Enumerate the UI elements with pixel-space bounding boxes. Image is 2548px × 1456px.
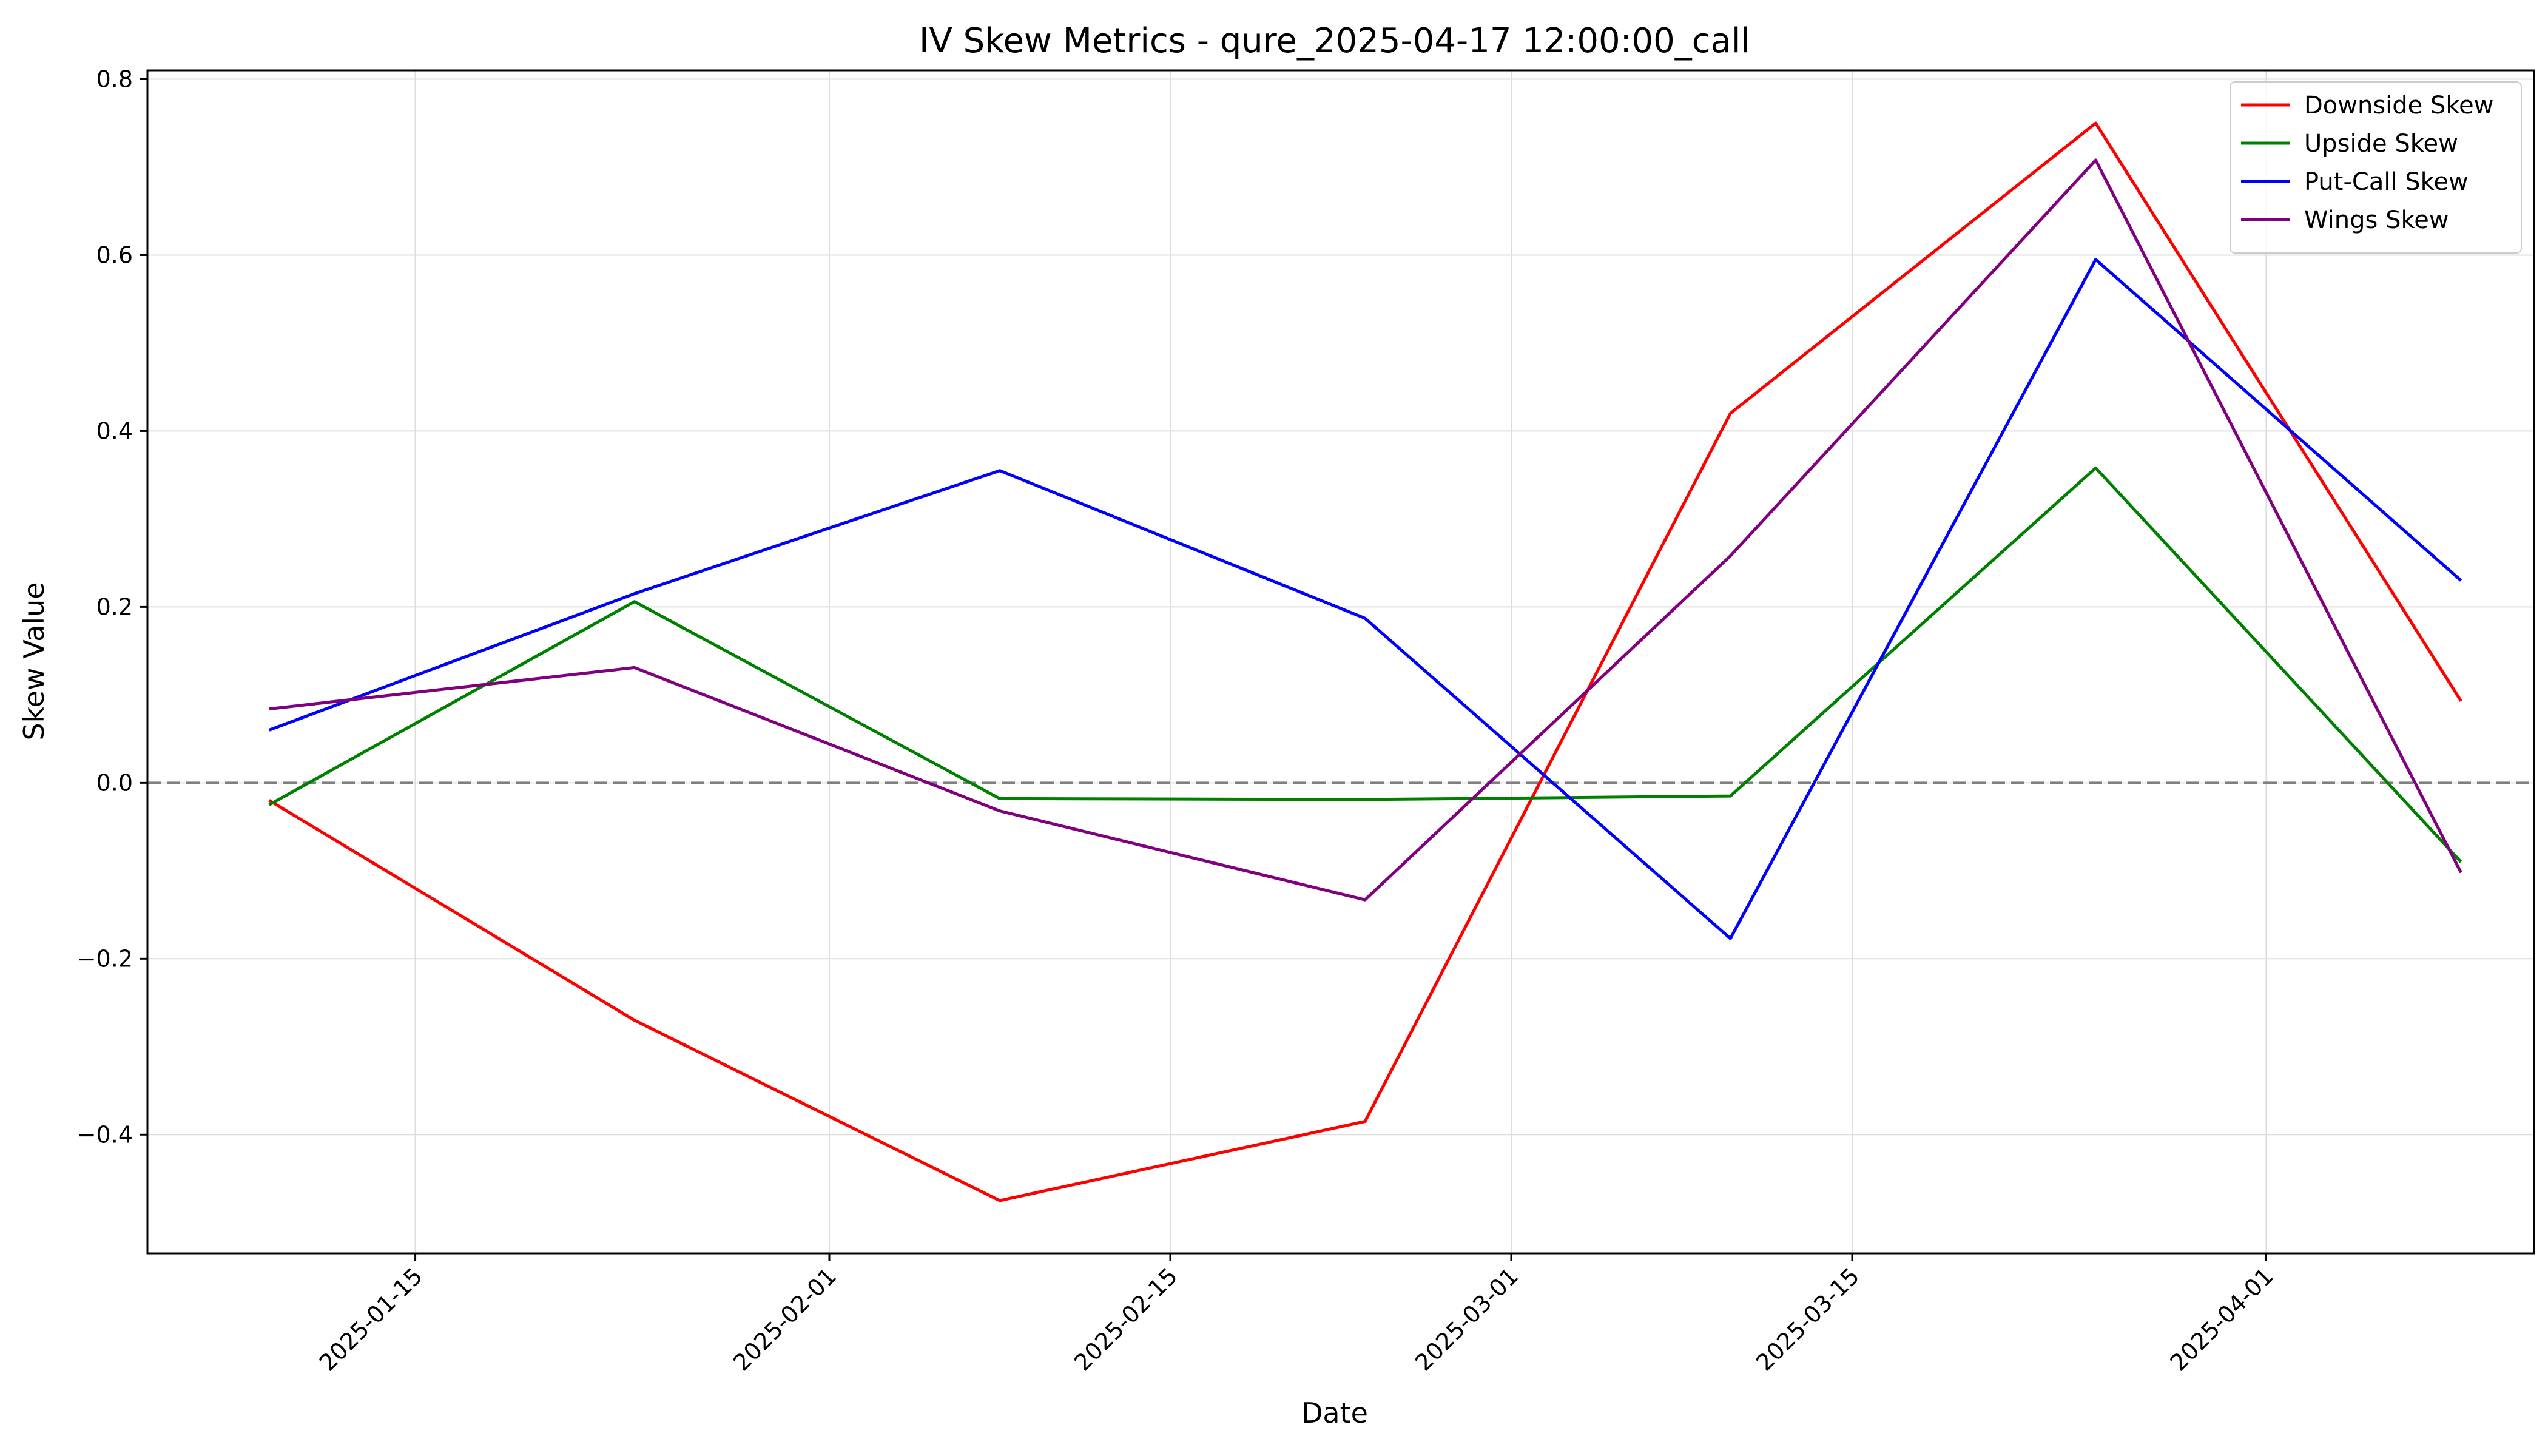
upside-skew-line [268,466,2462,863]
y-axis-label: Skew Value [18,582,50,740]
y-tick-label: −0.4 [77,1121,133,1148]
chart-title: IV Skew Metrics - qure_2025-04-17 12:00:… [919,21,1750,61]
plot-area-frame [146,69,2535,1255]
y-tick-label: 0.6 [96,241,133,268]
x-axis-label: Date [1301,1397,1368,1429]
y-tick-label: 0.2 [96,593,133,620]
downside-skew-line [268,121,2462,1202]
legend: Downside Skew Upside Skew Put-Call Skew Win… [2230,81,2522,254]
legend-entry-label: Upside Skew [2304,130,2458,158]
y-tick-label: −0.2 [77,945,133,972]
wings-skew-line [269,158,2462,902]
legend-entry-label: Downside Skew [2304,92,2493,120]
put-call-skew-line [268,258,2462,940]
legend-entry-label: Wings Skew [2304,206,2449,234]
y-axis-ticks: −0.4 −0.2 0.0 0.2 0.4 0.6 0.8 [77,66,147,1148]
y-tick-label: 0.8 [96,66,133,92]
legend-entry-label: Put-Call Skew [2304,168,2469,196]
series-lines [268,121,2462,1202]
y-tick-label: 0.0 [96,769,133,796]
legend-box [2230,81,2522,254]
y-tick-label: 0.4 [96,417,133,444]
